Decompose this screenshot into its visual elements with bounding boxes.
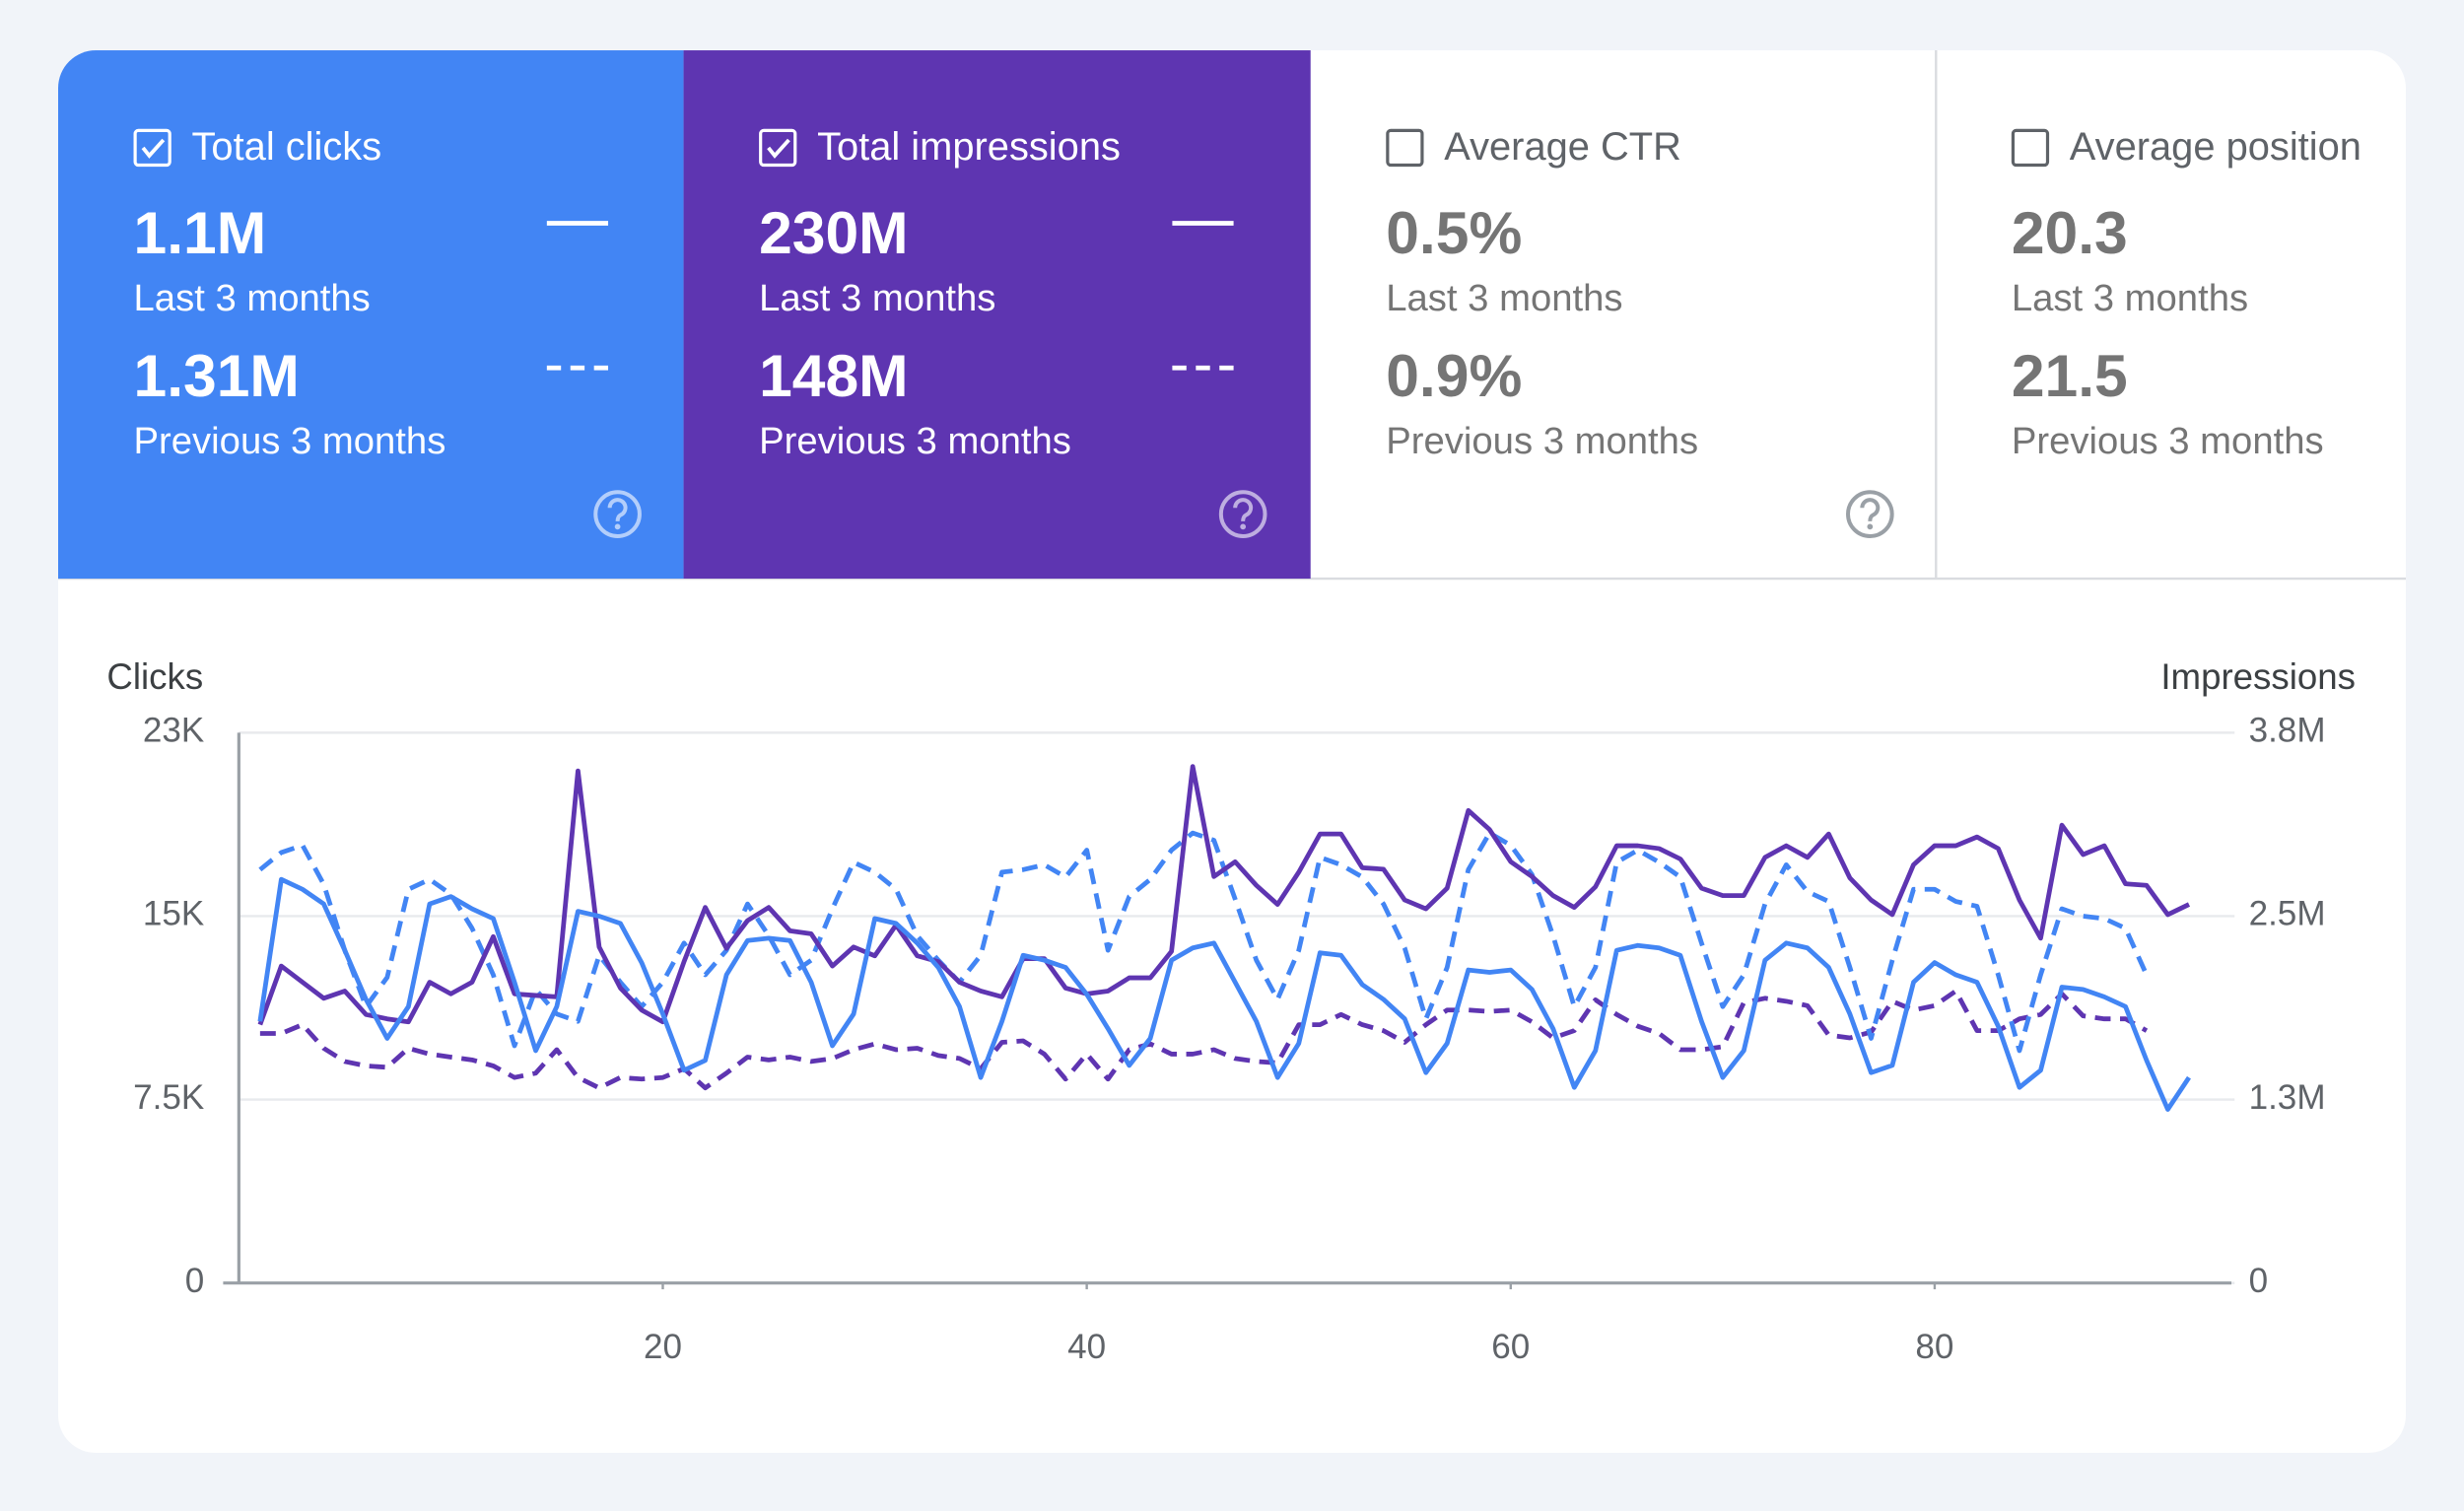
previous-value: 0.9% [1386,342,1522,409]
line-current [257,764,2191,1026]
x-tick-label: 40 [1067,1328,1106,1366]
previous-label: Previous 3 months [1386,420,1698,462]
y2-axis-title: Impressions [2160,656,2356,697]
x-tick-label: 60 [1491,1328,1530,1366]
y2-tick-label: 0 [2249,1262,2269,1300]
y-tick-label: 15K [143,895,204,933]
y2-tick-label: 3.8M [2249,712,2326,750]
current-value: 20.3 [2012,199,2128,266]
previous-label: Previous 3 months [2012,420,2324,462]
y-tick-label: 7.5K [133,1078,204,1117]
previous-value: 1.31M [134,342,300,409]
panel: Total clicks 1.1M Last 3 months 1.31M Previo… [57,50,2407,1453]
help-icon [1218,490,1267,538]
line-current [257,876,2191,1112]
card-title: Total clicks [192,125,382,169]
checkbox [1386,128,1424,168]
line-previous [259,989,2149,1091]
x-tick-label: 80 [1915,1328,1953,1366]
checkmark [767,138,790,159]
previous-label: Previous 3 months [759,420,1071,462]
card-bg [683,50,1311,580]
current-value: 0.5% [1386,199,1522,266]
help-icon-mark [1233,498,1254,521]
help-icon-dot [1240,523,1247,530]
card-bg [57,50,684,580]
y-tick-label: 23K [143,712,204,750]
help-icon-dot [614,523,621,530]
current-label: Last 3 months [134,277,371,319]
checkmark [141,138,166,159]
help-icon-mark [1860,498,1881,521]
help-icon [593,490,642,538]
help-icon-dot [1867,523,1874,530]
checkbox [133,128,171,168]
current-value: 230M [759,199,909,266]
checkbox [2011,128,2050,168]
line-previous [258,830,2150,1054]
current-label: Last 3 months [2012,277,2248,319]
current-label: Last 3 months [1386,277,1622,319]
y-axis-title: Clicks [106,656,203,697]
help-icon [1846,490,1894,538]
previous-label: Previous 3 months [134,420,446,462]
y2-tick-label: 2.5M [2249,895,2326,933]
card-title: Average CTR [1444,125,1681,169]
current-value: 1.1M [134,199,267,266]
current-label: Last 3 months [759,277,995,319]
previous-value: 148M [759,342,909,409]
x-tick-label: 20 [644,1328,682,1366]
card-title: Average position [2070,125,2361,169]
y-tick-label: 0 [185,1262,205,1300]
previous-value: 21.5 [2012,342,2128,409]
y2-tick-label: 1.3M [2249,1078,2326,1117]
checkbox [759,128,797,168]
card-title: Total impressions [817,125,1121,169]
help-icon-mark [607,498,628,521]
